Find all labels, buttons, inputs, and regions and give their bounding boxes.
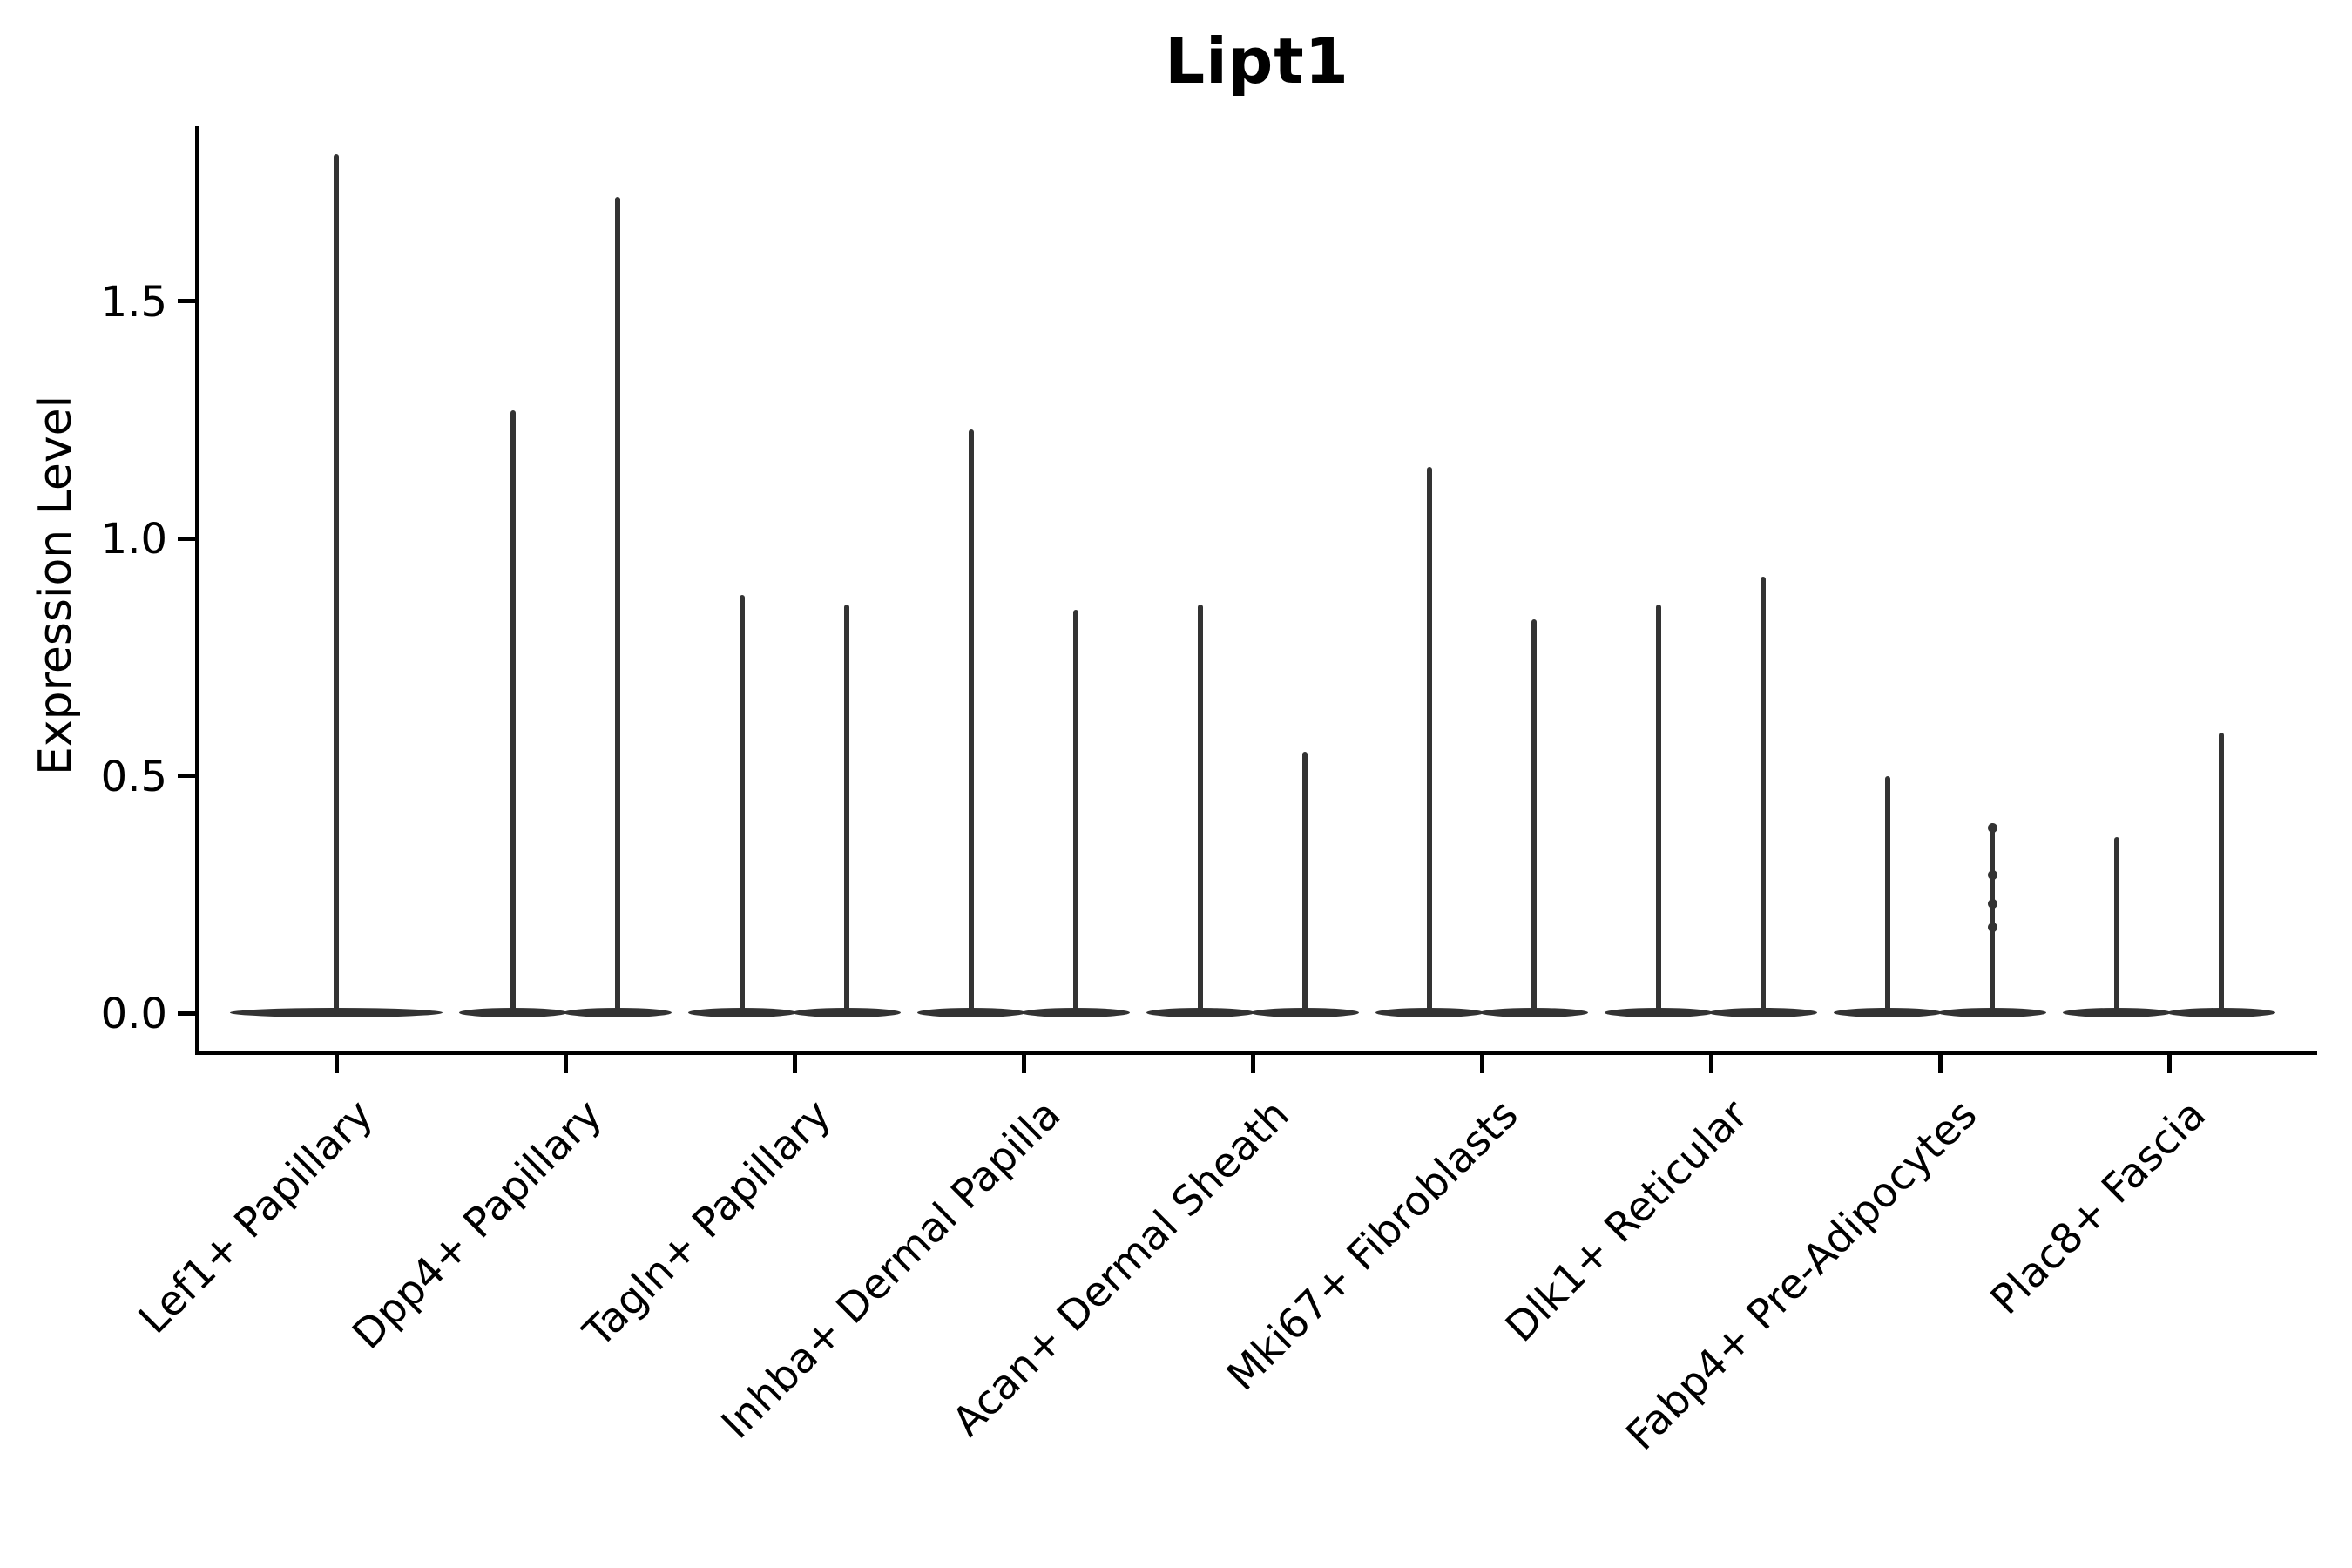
x-tick-label: Dpp4+ Papillary (343, 1091, 612, 1359)
x-axis-spine (195, 1051, 2317, 1055)
violin-spike (844, 605, 849, 1016)
violin-spike (2114, 837, 2119, 1016)
violin-spike (1073, 609, 1078, 1016)
y-tick-label: 1.0 (100, 515, 167, 564)
violin-spike (1885, 775, 1890, 1016)
y-axis-label: Expression Level (30, 395, 82, 776)
violin-spike (1761, 576, 1766, 1016)
expression-point-dot (1987, 870, 1997, 881)
violin-spike (740, 595, 745, 1016)
x-tick-label: Plac8+ Fascia (1981, 1091, 2215, 1324)
y-tick-label: 0.0 (100, 990, 167, 1038)
y-axis-spine (195, 126, 199, 1055)
violin-spike (510, 409, 516, 1016)
violin-spike (1427, 467, 1432, 1016)
y-tick-mark (178, 774, 196, 778)
violin-spike (1656, 605, 1661, 1016)
violin-spike (334, 153, 339, 1016)
x-tick-mark (1250, 1055, 1255, 1073)
expression-point-dot (1987, 899, 1997, 909)
violin-spike (1198, 605, 1203, 1016)
violin-spike (615, 196, 620, 1016)
x-tick-mark (1708, 1055, 1713, 1073)
violin-spike (2219, 733, 2224, 1016)
x-tick-mark (1479, 1055, 1484, 1073)
y-tick-mark (178, 1010, 196, 1016)
expression-point-dot (1987, 923, 1997, 933)
y-tick-label: 1.5 (100, 277, 167, 327)
x-tick-mark (1021, 1055, 1026, 1073)
x-tick-mark (1937, 1055, 1943, 1073)
violin-spike (969, 429, 974, 1016)
x-tick-mark (334, 1055, 339, 1073)
x-tick-label: Tagln+ Papillary (574, 1091, 841, 1357)
violin-spike (1302, 752, 1308, 1016)
expression-point-dot (1987, 822, 1997, 833)
x-tick-label: Lef1+ Papillary (129, 1091, 382, 1343)
violin-spike (1990, 823, 1995, 1016)
x-tick-label: Dlk1+ Reticular (1496, 1091, 1757, 1352)
x-tick-mark (792, 1055, 797, 1073)
y-tick-label: 0.5 (100, 752, 167, 801)
x-tick-mark (563, 1055, 568, 1073)
y-tick-mark (178, 299, 196, 303)
y-tick-mark (178, 536, 196, 541)
x-tick-mark (2166, 1055, 2172, 1073)
violin-spike (1531, 618, 1537, 1016)
page-title: Lipt1 (1165, 24, 1349, 98)
